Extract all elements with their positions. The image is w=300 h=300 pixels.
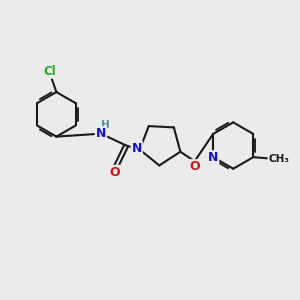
Text: Cl: Cl	[43, 65, 56, 78]
Text: N: N	[132, 142, 142, 154]
Text: H: H	[101, 120, 110, 130]
Text: O: O	[190, 160, 200, 173]
Text: CH₃: CH₃	[268, 154, 290, 164]
Text: N: N	[208, 151, 218, 164]
Text: O: O	[109, 166, 120, 179]
Text: N: N	[96, 127, 106, 140]
